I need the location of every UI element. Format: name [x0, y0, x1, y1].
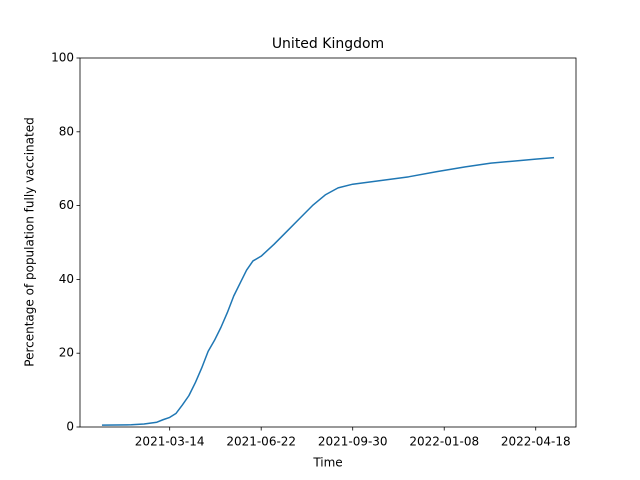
- y-tick-label: 60: [59, 198, 74, 212]
- x-tick-label: 2022-01-08: [409, 435, 479, 449]
- x-tick-label: 2021-06-22: [226, 435, 296, 449]
- x-tick-label: 2021-09-30: [318, 435, 388, 449]
- y-tick-label: 100: [51, 51, 74, 65]
- x-tick-label: 2022-04-18: [501, 435, 571, 449]
- y-tick-label: 0: [66, 420, 74, 434]
- x-axis-label: Time: [312, 456, 342, 470]
- plot-frame: [79, 57, 577, 428]
- y-tick-label: 20: [59, 346, 74, 360]
- data-line: [101, 156, 555, 426]
- y-tick-label: 40: [59, 272, 74, 286]
- chart-title: United Kingdom: [272, 36, 384, 52]
- x-tick-label: 2021-03-14: [135, 435, 205, 449]
- y-tick-label: 80: [59, 124, 74, 138]
- y-axis-label: Percentage of population fully vaccinate…: [23, 117, 37, 366]
